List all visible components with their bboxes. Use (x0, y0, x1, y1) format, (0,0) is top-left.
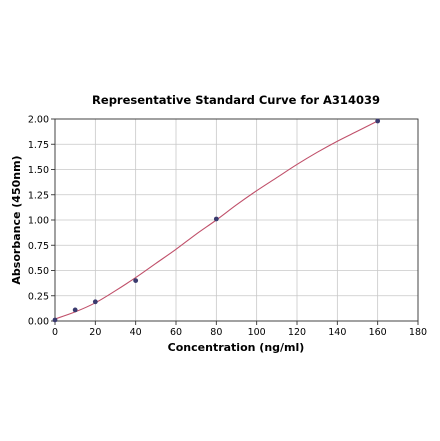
x-tick-label: 180 (409, 327, 427, 338)
x-tick-label: 80 (210, 327, 222, 338)
x-axis-label: Concentration (ng/ml) (168, 341, 305, 354)
x-tick-label: 100 (248, 327, 266, 338)
chart-title: Representative Standard Curve for A31403… (92, 93, 380, 107)
data-point (213, 216, 219, 222)
y-tick-label: 1.50 (28, 165, 49, 176)
y-tick-label: 0.50 (28, 266, 49, 277)
y-tick-label: 0.00 (28, 317, 49, 328)
y-tick-label: 1.75 (28, 140, 49, 151)
axis-ticks: 0 20 40 60 80 100 120 140 160 180 0.00 0.25 0.50 0.75… (28, 115, 427, 339)
y-axis-label: Absorbance (450nm) (10, 155, 23, 284)
y-tick-label: 1.00 (28, 216, 49, 227)
x-tick-label: 60 (170, 327, 182, 338)
data-point (52, 317, 58, 323)
x-tick-label: 140 (328, 327, 346, 338)
x-tick-label: 20 (89, 327, 101, 338)
x-tick-label: 0 (52, 327, 58, 338)
grid (54, 118, 419, 322)
data-point (133, 278, 139, 283)
y-tick-label: 0.75 (28, 241, 49, 252)
y-tick-label: 2.00 (28, 115, 49, 126)
x-tick-label: 40 (130, 327, 142, 338)
y-tick-label: 1.25 (28, 190, 49, 201)
data-point (375, 118, 381, 124)
y-tick-label: 0.25 (28, 291, 49, 302)
x-tick-label: 160 (369, 327, 387, 338)
x-tick-label: 120 (288, 327, 306, 338)
data-point (92, 299, 98, 305)
data-point (72, 307, 78, 313)
data-points (52, 118, 381, 323)
